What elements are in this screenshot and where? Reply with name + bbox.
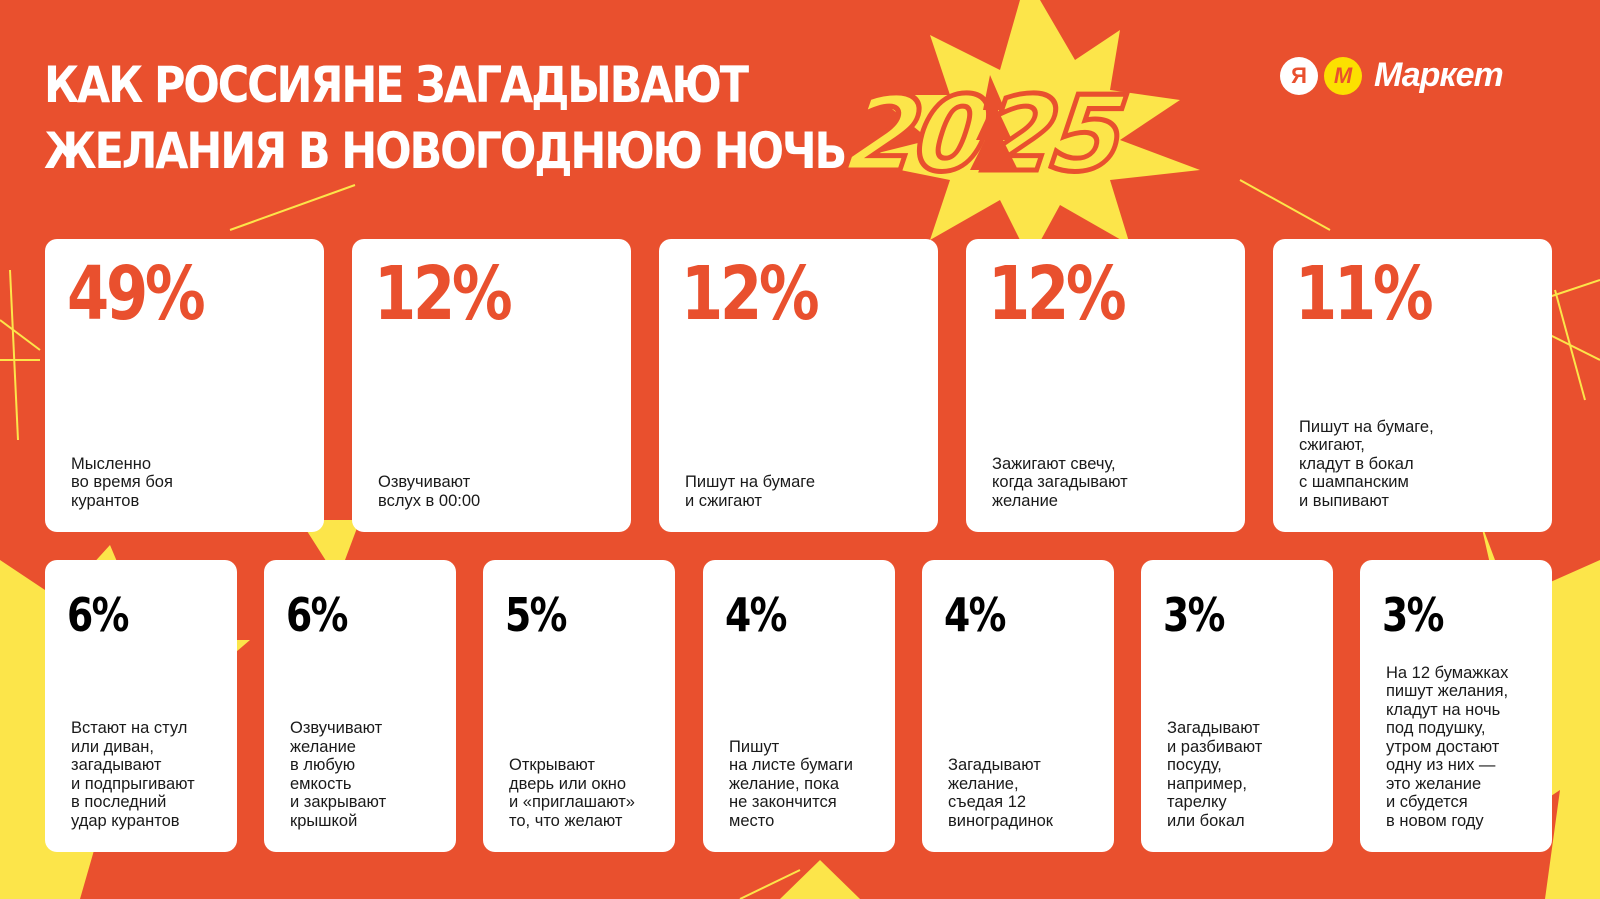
stat-description: Озвучивают вслух в 00:00 bbox=[378, 473, 481, 510]
stat-card-pillow: 3% На 12 бумажках пишут желания, кладут … bbox=[1360, 560, 1552, 852]
stat-card-sheet: 4% Пишут на листе бумаги желание, пока н… bbox=[703, 560, 895, 852]
tree-icon bbox=[970, 75, 1018, 170]
yandex-market-logo[interactable]: Я М Маркет bbox=[1280, 56, 1504, 95]
stat-card-grapes: 4% Загадывают желание, съедая 12 виногра… bbox=[922, 560, 1114, 852]
stat-card-jump: 6% Встают на стул или диван, загадывают … bbox=[45, 560, 237, 852]
stat-card-container: 6% Озвучивают желание в любую емкость и … bbox=[264, 560, 456, 852]
stat-percent: 4% bbox=[725, 588, 787, 642]
stat-description: Загадывают и разбивают посуду, например,… bbox=[1167, 719, 1263, 830]
stat-percent: 12% bbox=[988, 251, 1127, 337]
page-title: КАК РОССИЯНЕ ЗАГАДЫВАЮТ ЖЕЛАНИЯ В НОВОГО… bbox=[44, 52, 847, 184]
stat-percent: 4% bbox=[944, 588, 1006, 642]
stat-description: Пишут на листе бумаги желание, пока не з… bbox=[729, 737, 854, 830]
title-line-1: КАК РОССИЯНЕ ЗАГАДЫВАЮТ bbox=[44, 56, 749, 114]
stat-card-candle: 12% Зажигают свечу, когда загадывают жел… bbox=[966, 239, 1245, 532]
stat-description: Озвучивают желание в любую емкость и зак… bbox=[290, 719, 387, 830]
stat-percent: 3% bbox=[1163, 588, 1225, 642]
stat-description: На 12 бумажках пишут желания, кладут на … bbox=[1386, 663, 1509, 830]
logo-ya-icon: Я bbox=[1280, 56, 1318, 95]
stat-percent: 6% bbox=[286, 588, 348, 642]
stat-percent: 49% bbox=[67, 251, 206, 337]
stat-card-thoughts: 49% Мысленно во время боя курантов bbox=[45, 239, 324, 532]
stat-description: Открывают дверь или окно и «приглашают» … bbox=[509, 756, 635, 830]
logo-text: Маркет bbox=[1374, 56, 1504, 94]
stat-percent: 5% bbox=[505, 588, 567, 642]
stat-card-paper-burn: 12% Пишут на бумаге и сжигают bbox=[659, 239, 938, 532]
stat-percent: 3% bbox=[1382, 588, 1444, 642]
stat-percent: 6% bbox=[67, 588, 129, 642]
logo-m-icon: М bbox=[1324, 56, 1362, 95]
stat-card-door: 5% Открывают дверь или окно и «приглашаю… bbox=[483, 560, 675, 852]
stat-description: Зажигают свечу, когда загадывают желание bbox=[992, 454, 1128, 510]
burst-bottom-center bbox=[780, 860, 860, 899]
title-line-2: ЖЕЛАНИЯ В НОВОГОДНЮЮ НОЧЬ bbox=[44, 122, 847, 180]
stat-description: Пишут на бумаге и сжигают bbox=[685, 473, 816, 510]
stat-card-dishes: 3% Загадывают и разбивают посуду, наприм… bbox=[1141, 560, 1333, 852]
stat-description: Мысленно во время боя курантов bbox=[71, 454, 173, 510]
stat-percent: 11% bbox=[1295, 251, 1434, 337]
stat-percent: 12% bbox=[681, 251, 820, 337]
stat-description: Встают на стул или диван, загадывают и п… bbox=[71, 719, 195, 830]
stat-card-aloud: 12% Озвучивают вслух в 00:00 bbox=[352, 239, 631, 532]
burst-2025 bbox=[850, 0, 1200, 260]
stat-percent: 12% bbox=[374, 251, 513, 337]
stat-card-champagne: 11% Пишут на бумаге, сжигают, кладут в б… bbox=[1273, 239, 1552, 532]
stat-description: Загадывают желание, съедая 12 виноградин… bbox=[948, 756, 1053, 830]
stat-description: Пишут на бумаге, сжигают, кладут в бокал… bbox=[1299, 417, 1434, 510]
